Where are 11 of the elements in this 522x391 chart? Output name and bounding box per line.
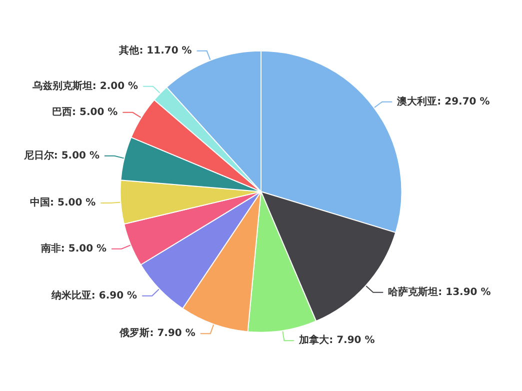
slice-label: 哈萨克斯坦: 13.90 % <box>388 286 491 298</box>
slice-label: 乌兹别克斯坦: 2.00 % <box>31 80 138 92</box>
slice-label: 纳米比亚: 6.90 % <box>50 289 138 302</box>
slice-label: 中国: 5.00 % <box>30 196 96 208</box>
slice-label: 加拿大: 7.90 % <box>298 334 375 346</box>
slice-label: 其他: 11.70 % <box>118 44 192 56</box>
slice-label: 尼日尔: 5.00 % <box>22 149 100 162</box>
slice-label: 巴西: 5.00 % <box>52 106 118 118</box>
slice-label: 南非: 5.00 % <box>40 242 107 254</box>
slice-label: 澳大利亚: 29.70 % <box>396 95 490 108</box>
slice-label: 俄罗斯: 7.90 % <box>118 327 196 340</box>
